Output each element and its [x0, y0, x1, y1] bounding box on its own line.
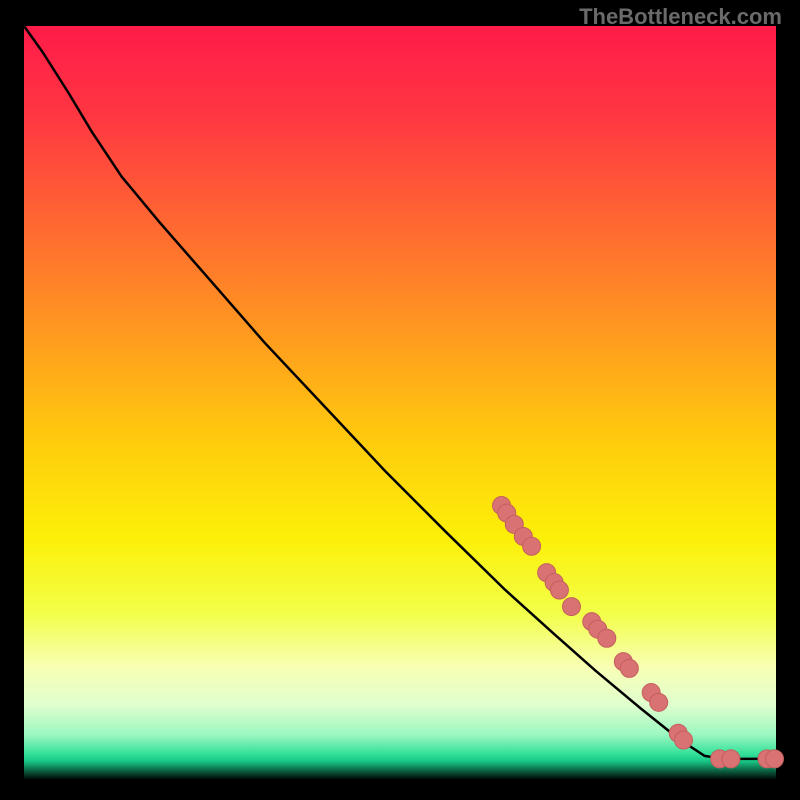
watermark-text: TheBottleneck.com	[579, 4, 782, 30]
chart-marker	[675, 731, 693, 749]
chart-markers	[493, 497, 784, 768]
chart-marker	[523, 537, 541, 555]
chart-marker	[550, 581, 568, 599]
chart-curve-layer	[24, 26, 776, 780]
chart-marker	[620, 659, 638, 677]
chart-marker	[722, 750, 740, 768]
chart-marker	[598, 629, 616, 647]
chart-marker	[766, 750, 784, 768]
chart-marker	[562, 598, 580, 616]
chart-marker	[650, 693, 668, 711]
chart-plot-area	[24, 26, 776, 780]
chart-line	[24, 26, 772, 759]
